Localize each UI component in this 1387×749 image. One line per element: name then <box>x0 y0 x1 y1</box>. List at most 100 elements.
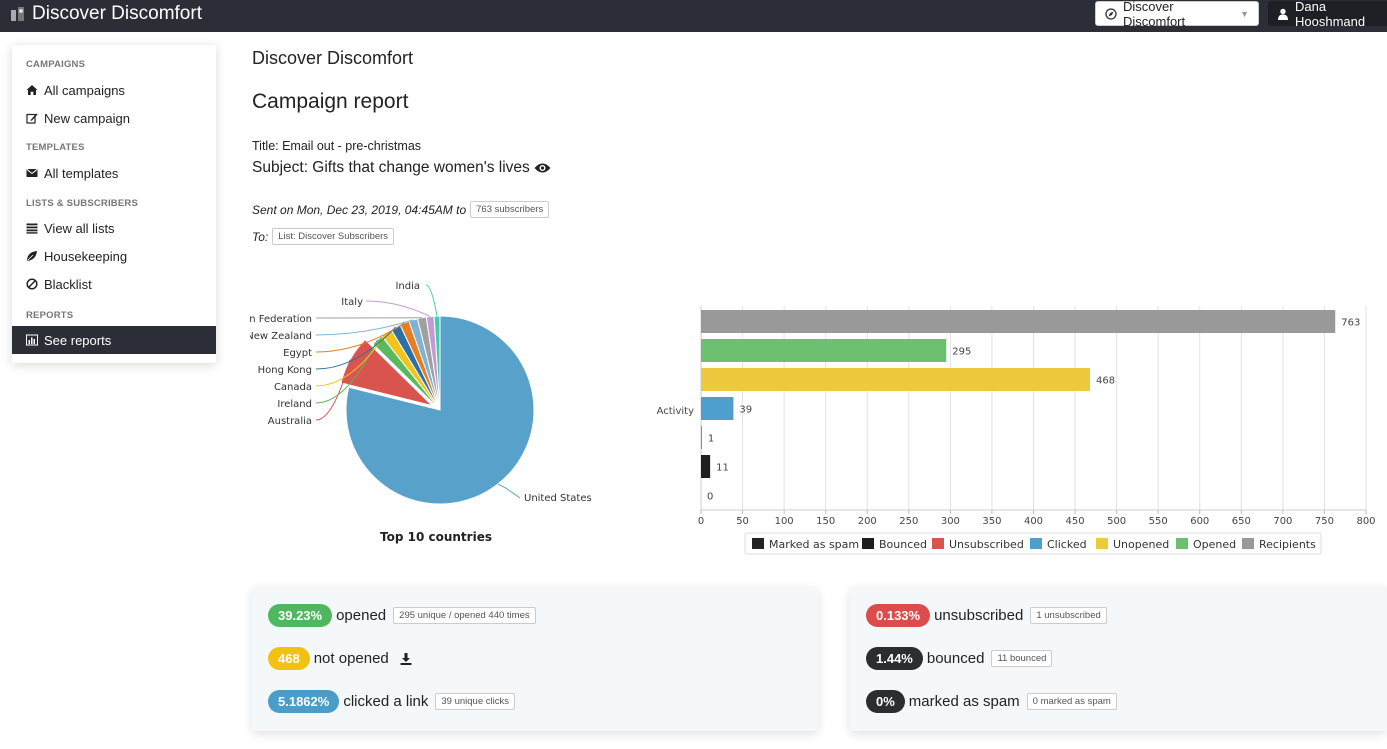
pie-slice-india[interactable] <box>433 315 441 411</box>
caret-down-icon: ▼ <box>1240 8 1249 19</box>
stat-opened: 39.23% opened 295 unique / opened 440 ti… <box>268 604 536 627</box>
bar-legend: Marked as spam Bounced Unsubscribed Clicked… <box>744 532 1322 555</box>
pie-label-new-zealand: New Zealand <box>250 331 312 342</box>
sidebar-item-blacklist[interactable]: Blacklist <box>12 271 216 297</box>
sidebar-heading-campaigns: CAMPAIGNS <box>26 59 86 70</box>
stat-tag: 1 unsubscribed <box>1030 607 1107 624</box>
pie-label-canada: Canada <box>274 382 312 393</box>
bar-tick-label: 50 <box>736 516 749 527</box>
to-info: To: List: Discover Subscribers <box>252 228 395 245</box>
legend-swatch-recipients[interactable] <box>1242 538 1254 549</box>
bar-tick-label: 200 <box>858 516 877 527</box>
legend-label-unopened[interactable]: Unopened <box>1113 538 1169 551</box>
bar-tick-label: 650 <box>1232 516 1251 527</box>
sidebar-item-label: All templates <box>44 165 119 181</box>
stat-tag: 11 bounced <box>991 650 1053 667</box>
campaign-select[interactable]: Discover Discomfort ▼ <box>1095 0 1259 29</box>
pie-label-united-states: United States <box>524 493 592 504</box>
pie-label-hong-kong: Hong Kong <box>258 365 312 376</box>
list-tag[interactable]: List: Discover Subscribers <box>272 228 395 245</box>
stat-unsubscribed: 0.133% unsubscribed 1 unsubscribed <box>866 604 1107 627</box>
app-heading: Discover Discomfort <box>252 48 414 68</box>
delivery-stats-panel: 0.133% unsubscribed 1 unsubscribed 1.44%… <box>850 587 1387 731</box>
campaign-subject: Subject: Gifts that change women's lives <box>252 159 551 177</box>
opened-rate-badge: 39.23% <box>268 604 333 627</box>
bar-tick-label: 600 <box>1190 516 1209 527</box>
pie-chart-title: Top 10 countries <box>380 530 492 544</box>
sidebar-item-label: All campaigns <box>44 82 125 98</box>
bar-recipients[interactable] <box>701 310 1336 333</box>
pie-label-italy: Italy <box>341 297 363 308</box>
legend-swatch-opened[interactable] <box>1176 538 1188 549</box>
legend-swatch-clicked[interactable] <box>1030 538 1042 549</box>
legend-label-clicked[interactable]: Clicked <box>1047 538 1087 551</box>
bar-unsubscribed[interactable] <box>701 426 702 449</box>
brand-link[interactable]: Discover Discomfort <box>10 3 202 25</box>
stat-label: unsubscribed <box>934 607 1024 624</box>
pie-connector-india <box>425 284 438 317</box>
stat-label: not opened <box>313 650 389 667</box>
stat-label: opened <box>336 607 387 624</box>
pie-connector-new-zealand <box>315 319 414 336</box>
stat-tag: 0 marked as spam <box>1026 693 1117 710</box>
legend-label-marked-as-spam[interactable]: Marked as spam <box>769 538 859 551</box>
pie-slice-united-states[interactable] <box>345 315 535 505</box>
legend-label-unsubscribed[interactable]: Unsubscribed <box>949 538 1024 551</box>
stat-label: bounced <box>926 650 985 667</box>
sidebar-heading-reports: REPORTS <box>26 310 74 321</box>
sidebar-heading-templates: TEMPLATES <box>26 142 85 153</box>
bar-tick-label: 350 <box>982 516 1001 527</box>
sidebar-item-label: View all lists <box>44 220 115 236</box>
bar-tick-label: 700 <box>1273 516 1292 527</box>
legend-label-recipients[interactable]: Recipients <box>1259 538 1316 551</box>
download-icon[interactable] <box>399 652 413 666</box>
bar-tick-label: 250 <box>899 516 918 527</box>
user-name: Dana Hooshmand <box>1295 0 1366 29</box>
sidebar-item-label: Blacklist <box>44 276 92 292</box>
clicked-rate-badge: 5.1862% <box>268 690 340 713</box>
sidebar-item-all-templates[interactable]: All templates <box>12 160 216 186</box>
sidebar-item-see-reports[interactable]: See reports <box>12 326 216 354</box>
sidebar-item-label: See reports <box>44 332 112 348</box>
pie-label-russian-federation: Russian Federation <box>250 314 312 325</box>
sidebar-item-housekeeping[interactable]: Housekeeping <box>12 243 216 269</box>
subscriber-count-tag: 763 subscribers <box>470 201 550 218</box>
bar-opened[interactable] <box>701 339 947 362</box>
sidebar-item-new-campaign[interactable]: New campaign <box>12 105 216 131</box>
legend-swatch-marked-as-spam[interactable] <box>752 538 764 549</box>
user-menu-button[interactable]: Dana Hooshmand <box>1268 0 1387 29</box>
legend-label-bounced[interactable]: Bounced <box>879 538 927 551</box>
sidebar-item-view-all-lists[interactable]: View all lists <box>12 215 216 241</box>
stat-label: marked as spam <box>908 693 1020 710</box>
eye-icon[interactable] <box>534 162 551 174</box>
pie-connector-united-states <box>497 483 521 499</box>
sent-text: Sent on Mon, Dec 23, 2019, 04:45AM to <box>252 202 467 217</box>
sent-info: Sent on Mon, Dec 23, 2019, 04:45AM to 76… <box>252 201 550 218</box>
bar-value-label-marked-as-spam: 0 <box>707 492 713 503</box>
engagement-stats-panel: 39.23% opened 295 unique / opened 440 ti… <box>252 587 818 731</box>
bar-clicked[interactable] <box>701 397 734 420</box>
bar-value-label-recipients: 763 <box>1341 318 1360 329</box>
legend-swatch-bounced[interactable] <box>862 538 874 549</box>
bar-tick-label: 400 <box>1024 516 1043 527</box>
subject-text: Subject: Gifts that change women's lives <box>252 159 530 176</box>
activity-bar-chart: 0 50 100 150 200 250 300 350 400 450 500 550 600 650 7… <box>657 306 1376 555</box>
bar-category-label: Activity <box>657 406 694 417</box>
legend-swatch-unsubscribed[interactable] <box>932 538 944 549</box>
pie-label-ireland: Ireland <box>277 399 312 410</box>
campaign-select-label: Discover Discomfort <box>1123 0 1186 29</box>
bar-tick-label: 450 <box>1066 516 1085 527</box>
legend-label-opened[interactable]: Opened <box>1193 538 1236 551</box>
sidebar-item-all-campaigns[interactable]: All campaigns <box>12 77 216 103</box>
pie-connector-egypt <box>315 322 405 353</box>
envelope-icon <box>26 168 38 177</box>
bar-unopened[interactable] <box>701 368 1091 391</box>
bar-tick-label: 750 <box>1315 516 1334 527</box>
bar-bounced[interactable] <box>701 455 711 478</box>
bar-value-label-opened: 295 <box>952 347 971 358</box>
unsubscribed-rate-badge: 0.133% <box>866 604 931 627</box>
stat-label: clicked a link <box>343 693 429 710</box>
logo-icon <box>11 7 24 21</box>
legend-swatch-unopened[interactable] <box>1096 538 1108 549</box>
pie-connector-italy <box>365 300 431 317</box>
